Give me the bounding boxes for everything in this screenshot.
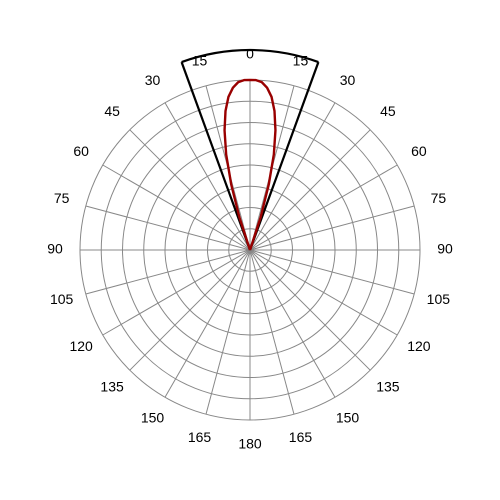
angle-label: 120: [407, 338, 431, 354]
angle-label: 15: [293, 52, 309, 68]
polar-chart: 0 15 30 45 60 75 90 105 120 135 150 165 180 15 30 45 60 7…: [0, 0, 500, 500]
angle-label: 0: [246, 46, 254, 62]
angle-label: 135: [376, 379, 400, 395]
angle-label: 30: [340, 72, 356, 88]
angle-label: 165: [289, 429, 313, 445]
angle-label: 15: [192, 52, 208, 68]
angle-label: 45: [380, 103, 396, 119]
angle-label: 120: [69, 338, 93, 354]
angle-label: 150: [141, 410, 165, 426]
angle-label: 60: [73, 143, 89, 159]
angle-label: 150: [336, 410, 360, 426]
angle-label: 75: [431, 190, 447, 206]
angle-label: 180: [238, 436, 262, 452]
angle-label: 90: [437, 241, 453, 257]
angle-label: 75: [54, 190, 70, 206]
angle-label: 90: [47, 241, 63, 257]
angle-label: 60: [411, 143, 427, 159]
angle-label: 165: [188, 429, 212, 445]
angle-label: 105: [50, 291, 74, 307]
angle-label: 45: [104, 103, 120, 119]
angle-label: 105: [427, 291, 451, 307]
angle-label: 30: [145, 72, 161, 88]
angle-label: 135: [100, 379, 124, 395]
